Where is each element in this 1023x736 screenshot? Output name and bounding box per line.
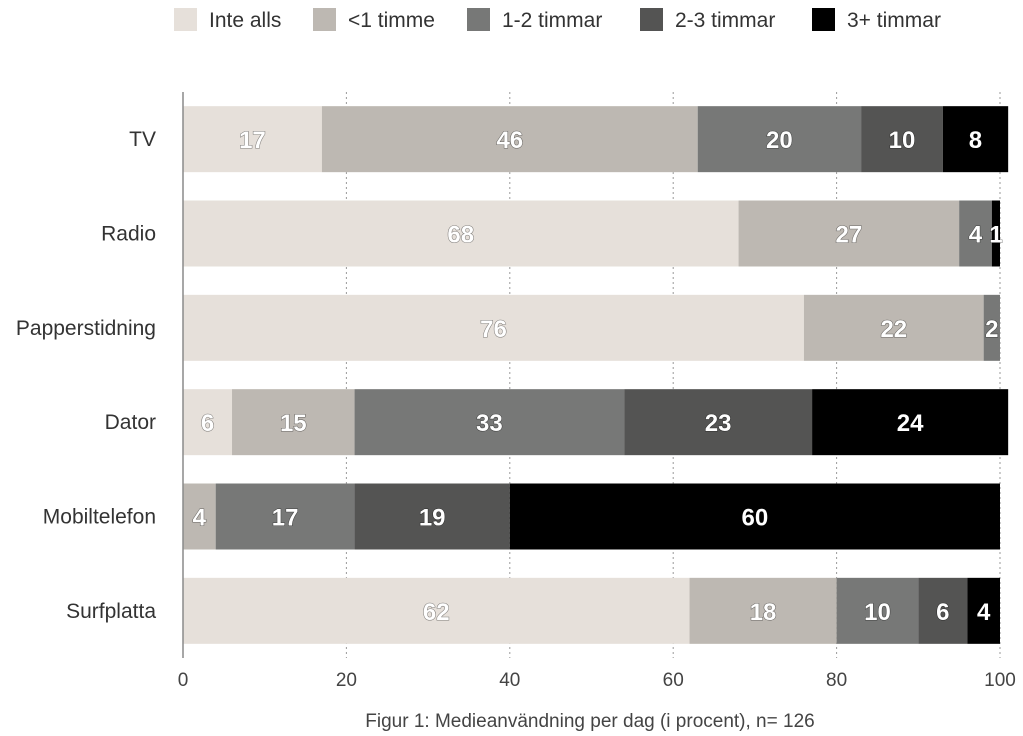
legend-label: Inte alls bbox=[209, 9, 281, 32]
legend: Inte alls <1 timme 1-2 timmar 2-3 timmar 3+ … bbox=[174, 8, 941, 32]
data-label: 4 bbox=[977, 599, 991, 626]
bar-segment bbox=[232, 389, 355, 456]
data-label: 23 bbox=[705, 410, 732, 437]
x-tick-label: 40 bbox=[499, 670, 520, 691]
data-label: 19 bbox=[419, 505, 446, 532]
x-tick-label: 0 bbox=[178, 670, 189, 691]
bar-segment bbox=[215, 483, 355, 550]
legend-label: 2-3 timmar bbox=[675, 9, 775, 32]
x-tick-label: 20 bbox=[336, 670, 357, 691]
data-label: 22 bbox=[880, 316, 907, 343]
data-label: 20 bbox=[766, 127, 793, 154]
bar-segment bbox=[861, 106, 943, 173]
data-label: 2 bbox=[985, 316, 998, 343]
legend-label: 3+ timmar bbox=[847, 9, 941, 32]
bar-segment bbox=[967, 577, 1000, 644]
bar-segment bbox=[183, 577, 690, 644]
bar-segment bbox=[624, 389, 813, 456]
legend-label: <1 timme bbox=[348, 9, 435, 32]
legend-swatch bbox=[467, 8, 490, 31]
bars bbox=[183, 106, 1009, 644]
bar-segment bbox=[738, 200, 960, 267]
legend-swatch bbox=[313, 8, 336, 31]
x-tick-label: 80 bbox=[826, 670, 847, 691]
bar-segment bbox=[918, 577, 968, 644]
legend-swatch bbox=[812, 8, 835, 31]
bar-segment bbox=[183, 389, 233, 456]
figure-caption: Figur 1: Medieanvändning per dag (i proc… bbox=[365, 711, 814, 732]
bar-segment bbox=[836, 577, 919, 644]
bar-segment bbox=[812, 389, 1009, 456]
data-label: 27 bbox=[836, 222, 863, 249]
category-label: Dator bbox=[105, 411, 156, 434]
data-label: 10 bbox=[864, 599, 891, 626]
data-label: 62 bbox=[423, 599, 450, 626]
x-tick-label: 60 bbox=[663, 670, 684, 691]
bar-segment bbox=[183, 200, 739, 267]
bar-segment bbox=[803, 294, 984, 361]
data-label: 33 bbox=[476, 410, 503, 437]
bar-segment bbox=[183, 294, 804, 361]
bar-segment bbox=[183, 106, 322, 173]
data-label: 24 bbox=[897, 410, 924, 437]
bar-segment bbox=[991, 200, 1000, 267]
data-label: 8 bbox=[969, 127, 982, 154]
bar-segment bbox=[183, 483, 216, 550]
data-label: 68 bbox=[447, 222, 474, 249]
bar-segment bbox=[354, 483, 510, 550]
data-label: 76 bbox=[480, 316, 507, 343]
bar-segment bbox=[697, 106, 862, 173]
bar-segment bbox=[689, 577, 837, 644]
category-label: TV bbox=[129, 128, 156, 151]
data-label: 17 bbox=[272, 505, 299, 532]
data-label: 4 bbox=[969, 222, 983, 249]
data-label: 6 bbox=[936, 599, 949, 626]
data-label: 4 bbox=[193, 505, 207, 532]
category-label: Mobiltelefon bbox=[43, 506, 156, 529]
category-label: Surfplatta bbox=[66, 600, 156, 623]
grid-lines bbox=[182, 92, 1001, 658]
bar-segment bbox=[509, 483, 1000, 550]
bar-segment bbox=[942, 106, 1009, 173]
category-label: Radio bbox=[101, 223, 156, 246]
data-label: 1 bbox=[989, 222, 1002, 249]
data-label: 6 bbox=[201, 410, 214, 437]
category-label: Papperstidning bbox=[16, 317, 156, 340]
legend-swatch bbox=[174, 8, 197, 31]
data-label: 10 bbox=[889, 127, 916, 154]
data-label: 18 bbox=[750, 599, 777, 626]
bar-segment bbox=[959, 200, 992, 267]
data-label: 60 bbox=[742, 505, 769, 532]
bar-segment bbox=[983, 294, 1000, 361]
data-label: 46 bbox=[496, 127, 523, 154]
bar-segment bbox=[354, 389, 625, 456]
x-axis: 0 20 40 60 80 100 bbox=[178, 92, 1016, 691]
legend-label: 1-2 timmar bbox=[502, 9, 602, 32]
data-label: 17 bbox=[239, 127, 266, 154]
category-axis: TV Radio Papperstidning Dator Mobiltelefon Su… bbox=[16, 128, 156, 623]
bar-segment bbox=[321, 106, 698, 173]
x-tick-label: 100 bbox=[984, 670, 1016, 691]
legend-swatch bbox=[640, 8, 663, 31]
data-label: 15 bbox=[280, 410, 307, 437]
